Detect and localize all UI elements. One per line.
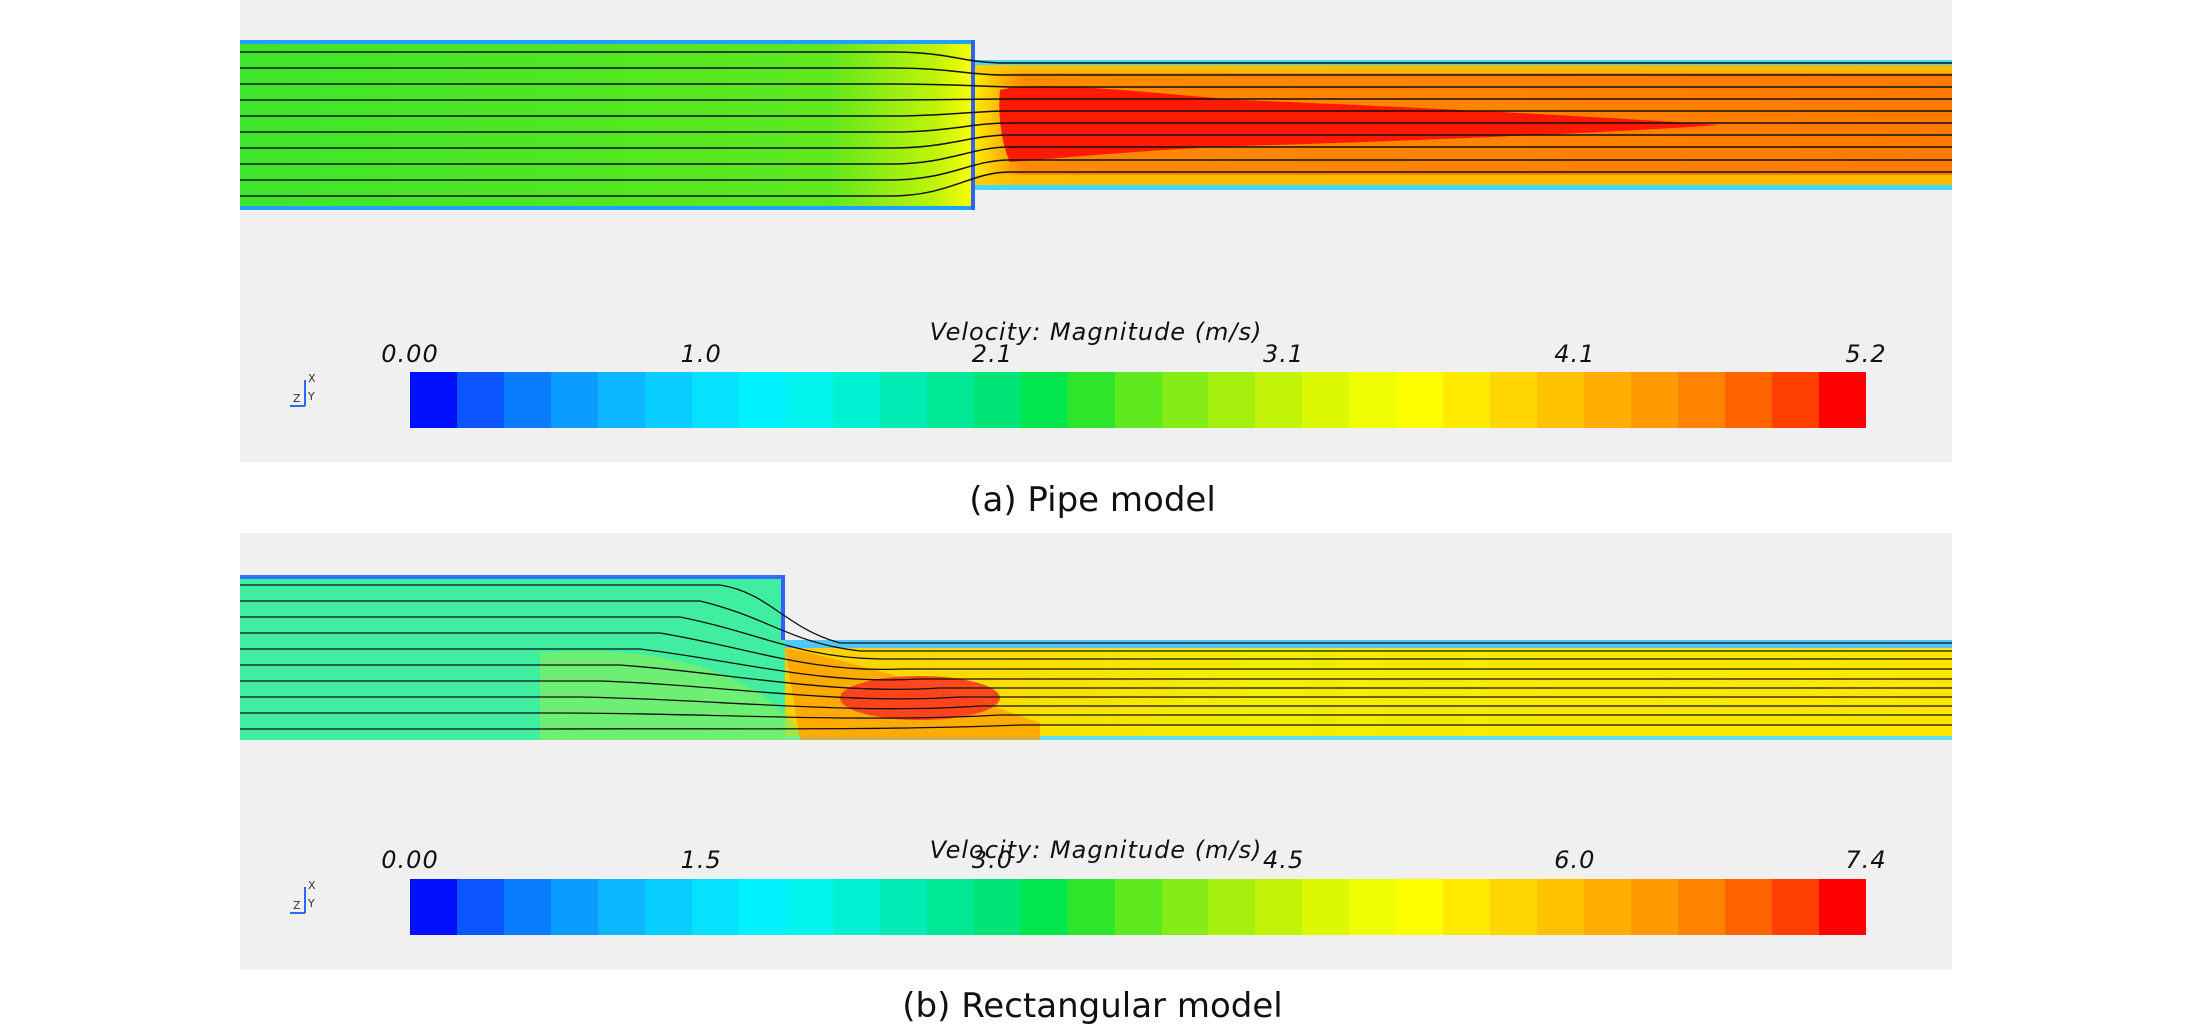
colorbar-segment	[1631, 879, 1679, 935]
colorbar-segment	[785, 879, 833, 935]
colorbar-segment	[503, 879, 551, 935]
colorbar-segment	[1302, 372, 1350, 428]
legend-title: Velocity: Magnitude (m/s)	[929, 836, 1263, 864]
colorbar-segment	[1396, 879, 1444, 935]
colorbar-segment	[1208, 372, 1256, 428]
colorbar-segment	[1161, 372, 1209, 428]
rectangular-velocity-field	[240, 575, 1952, 740]
colorbar-segment	[1067, 372, 1115, 428]
axis-triad-icon: X Y Z	[290, 879, 316, 914]
colorbar-tick-label: 4.5	[1263, 846, 1305, 874]
colorbar-segment	[1584, 372, 1632, 428]
colorbar-segment	[1490, 372, 1538, 428]
colorbar-tick-label: 3.1	[1263, 340, 1305, 368]
colorbar-segment	[1114, 372, 1162, 428]
colorbar-tick-label: 7.4	[1845, 846, 1887, 874]
colorbar-segment	[1631, 372, 1679, 428]
colorbar-segment	[1819, 879, 1867, 935]
colorbar-segment	[926, 879, 974, 935]
colorbar-segment	[503, 372, 551, 428]
colorbar-segment	[1584, 879, 1632, 935]
streamlines	[240, 584, 1952, 730]
caption-pipe-model: (a) Pipe model	[969, 480, 1216, 520]
colorbar	[410, 372, 1867, 428]
legend-title: Velocity: Magnitude (m/s)	[929, 318, 1263, 346]
colorbar-segment	[597, 879, 645, 935]
colorbar-segment	[1349, 879, 1397, 935]
axis-triad-icon: X Y Z	[290, 372, 316, 407]
streamlines	[240, 51, 1952, 197]
colorbar-segment	[1678, 372, 1726, 428]
colorbar-segment	[1208, 879, 1256, 935]
colorbar-segment	[644, 879, 692, 935]
svg-text:X: X	[308, 372, 316, 385]
colorbar-segment	[926, 372, 974, 428]
colorbar-segment	[1349, 372, 1397, 428]
colorbar-tick-label: 6.0	[1554, 846, 1596, 874]
colorbar-segment	[1678, 879, 1726, 935]
colorbar-tick-label: 3.0	[971, 846, 1013, 874]
colorbar-segment	[785, 372, 833, 428]
colorbar-tick-label: 5.2	[1845, 340, 1887, 368]
caption-rectangular-model: (b) Rectangular model	[902, 986, 1283, 1026]
colorbar-segment	[973, 879, 1021, 935]
svg-text:Z: Z	[293, 899, 301, 912]
colorbar-segment	[832, 372, 880, 428]
jet-core	[999, 86, 1720, 162]
colorbar-tick-label: 0.00	[381, 846, 439, 874]
colorbar-segment	[1396, 372, 1444, 428]
colorbar-segment	[1443, 372, 1491, 428]
colorbar-segment	[832, 879, 880, 935]
colorbar-segment	[691, 879, 739, 935]
colorbar-segment	[1067, 879, 1115, 935]
colorbar-segment	[691, 372, 739, 428]
colorbar-segment	[597, 372, 645, 428]
colorbar-segment	[1772, 372, 1820, 428]
svg-text:Z: Z	[293, 392, 301, 405]
colorbar-segment	[879, 879, 927, 935]
colorbar-segment	[1537, 879, 1585, 935]
colorbar-tick-label: 0.00	[381, 340, 439, 368]
colorbar-segment	[456, 879, 504, 935]
svg-text:Y: Y	[307, 390, 315, 403]
colorbar-tick-label: 2.1	[971, 340, 1013, 368]
colorbar-segment	[550, 879, 598, 935]
colorbar-segment	[973, 372, 1021, 428]
colorbar-segment	[644, 372, 692, 428]
upstream-pipe	[240, 40, 975, 210]
colorbar	[410, 879, 1867, 935]
colorbar-tick-label: 4.1	[1554, 340, 1596, 368]
pipe-model-panel: Velocity: Magnitude (m/s) 0.00 1.0 2.1 3.1 4…	[240, 0, 1952, 462]
colorbar-segment	[1725, 879, 1773, 935]
colorbar-segment	[1255, 879, 1303, 935]
colorbar-segment	[1020, 879, 1068, 935]
svg-text:Y: Y	[307, 897, 315, 910]
colorbar-segment	[738, 879, 786, 935]
colorbar-segment	[1772, 879, 1820, 935]
colorbar-segment	[1302, 879, 1350, 935]
colorbar-segment	[1725, 372, 1773, 428]
colorbar-segment	[1255, 372, 1303, 428]
colorbar-segment	[410, 879, 457, 935]
colorbar-segment	[1114, 879, 1162, 935]
colorbar-segment	[1537, 372, 1585, 428]
svg-text:X: X	[308, 879, 316, 892]
colorbar-segment	[1161, 879, 1209, 935]
colorbar-tick-label: 1.5	[680, 846, 722, 874]
colorbar-segment	[456, 372, 504, 428]
colorbar-segment	[1490, 879, 1538, 935]
colorbar-segment	[738, 372, 786, 428]
colorbar-segment	[1819, 372, 1867, 428]
colorbar-segment	[1020, 372, 1068, 428]
pipe-velocity-field	[240, 40, 1952, 210]
colorbar-segment	[410, 372, 457, 428]
rectangular-model-panel: Velocity: Magnitude (m/s) 0.00 1.5 3.0 4.5 6…	[240, 533, 1952, 970]
colorbar-segment	[879, 372, 927, 428]
colorbar-segment	[550, 372, 598, 428]
colorbar-segment	[1443, 879, 1491, 935]
colorbar-tick-label: 1.0	[680, 340, 722, 368]
